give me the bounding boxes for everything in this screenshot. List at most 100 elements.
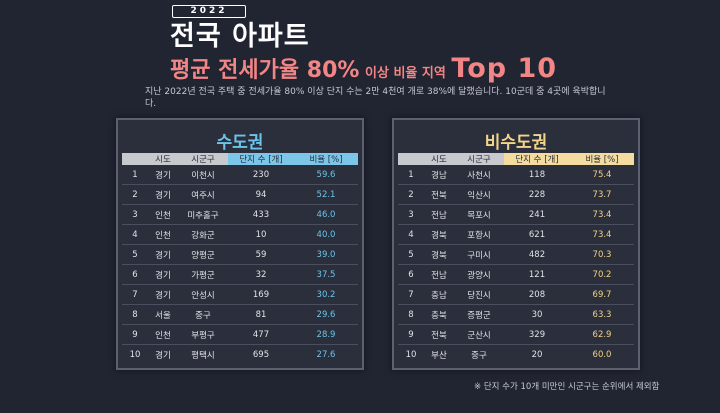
rank-cell: 7 (398, 284, 424, 305)
rank-cell: 6 (122, 264, 148, 285)
capital-panel: 수도권 시도 시군구 단지 수 [개] 비율 [%] 1 경기 이천시 230 59.6… (116, 118, 364, 370)
sido-cell: 경기 (148, 184, 178, 205)
table-row: 10 부산 중구 20 60.0 (398, 344, 634, 364)
table-row: 2 전북 익산시 228 73.7 (398, 184, 634, 205)
sigungu-cell: 중구 (454, 344, 504, 364)
sido-cell: 서울 (148, 304, 178, 325)
header-sido: 시도 (148, 153, 178, 165)
count-cell: 118 (528, 169, 546, 180)
capital-table-body: 1 경기 이천시 230 59.6 2 경기 여주시 94 52.1 3 인천 미추홀구 433 46.0 4… (122, 165, 358, 364)
table-row: 3 인천 미추홀구 433 46.0 (122, 204, 358, 225)
rank-cell: 10 (398, 344, 424, 364)
count-cell: 10 (228, 224, 294, 245)
sigungu-cell: 당진시 (454, 284, 504, 305)
count-cell: 230 (252, 169, 270, 180)
sigungu-cell: 중구 (178, 304, 228, 325)
table-row: 5 경기 양평군 59 39.0 (122, 244, 358, 265)
rate-cell: 75.4 (592, 169, 612, 180)
noncapital-table: 시도 시군구 단지 수 [개] 비율 [%] 1 경남 사천시 118 75.4 2 전북 익… (398, 153, 634, 364)
description-text: 지난 2022년 전국 주택 중 전세가율 80% 이상 단지 수는 2만 4천… (145, 87, 606, 109)
sido-cell: 인천 (148, 324, 178, 345)
sigungu-cell: 양평군 (178, 244, 228, 265)
rank-cell: 7 (122, 284, 148, 305)
sigungu-cell: 강화군 (178, 224, 228, 245)
rate-cell: 62.9 (570, 324, 634, 345)
sigungu-cell: 여주시 (178, 184, 228, 205)
table-row: 3 전남 목포시 241 73.4 (398, 204, 634, 225)
sigungu-cell: 평택시 (178, 344, 228, 364)
header-sido: 시도 (424, 153, 454, 165)
subtitle-part-c: Top 10 (451, 53, 558, 84)
subtitle-part-b: 이상 비율 지역 (365, 66, 446, 81)
capital-table: 시도 시군구 단지 수 [개] 비율 [%] 1 경기 이천시 230 59.6 2 경기 여… (122, 153, 358, 364)
rate-cell: 37.5 (294, 264, 358, 285)
table-row: 9 전북 군산시 329 62.9 (398, 324, 634, 345)
header-count: 단지 수 [개] (228, 153, 294, 165)
sido-cell: 경기 (148, 344, 178, 364)
sigungu-cell: 사천시 (467, 170, 491, 181)
sigungu-cell: 안성시 (178, 284, 228, 305)
table-row: 10 경기 평택시 695 27.6 (122, 344, 358, 364)
table-row: 6 전남 광양시 121 70.2 (398, 264, 634, 285)
sido-cell: 인천 (148, 204, 178, 225)
sigungu-cell: 미추홀구 (178, 204, 228, 225)
count-cell: 329 (504, 324, 570, 345)
count-cell: 208 (504, 284, 570, 305)
rate-cell: 73.7 (570, 184, 634, 205)
table-row: 2 경기 여주시 94 52.1 (122, 184, 358, 205)
header-sigungu: 시군구 (178, 153, 228, 165)
rate-cell: 69.7 (570, 284, 634, 305)
sigungu-cell: 목포시 (454, 204, 504, 225)
sido-cell: 경남 (431, 170, 447, 181)
sido-cell: 경기 (148, 244, 178, 265)
rate-cell: 52.1 (294, 184, 358, 205)
rank-cell: 2 (398, 184, 424, 205)
table-row: 1 경기 이천시 230 59.6 (122, 165, 358, 185)
rate-cell: 73.4 (570, 224, 634, 245)
header-rank (398, 153, 424, 165)
rate-cell: 29.6 (294, 304, 358, 325)
count-cell: 241 (504, 204, 570, 225)
noncapital-panel-title: 비수도권 (484, 133, 548, 153)
rank-cell: 10 (122, 344, 148, 364)
rate-cell: 40.0 (294, 224, 358, 245)
table-row: 1 경남 사천시 118 75.4 (398, 165, 634, 185)
rate-cell: 39.0 (294, 244, 358, 265)
rank-cell: 9 (122, 324, 148, 345)
sido-cell: 경기 (148, 284, 178, 305)
capital-panel-title: 수도권 (216, 133, 264, 153)
rate-cell: 28.9 (294, 324, 358, 345)
table-row: 6 경기 가평군 32 37.5 (122, 264, 358, 285)
count-cell: 228 (504, 184, 570, 205)
sigungu-cell: 포항시 (454, 224, 504, 245)
sido-cell: 경기 (148, 264, 178, 285)
sigungu-cell: 이천시 (191, 170, 215, 181)
rank-cell: 2 (122, 184, 148, 205)
noncapital-table-body: 1 경남 사천시 118 75.4 2 전북 익산시 228 73.7 3 전남 목포시 241 73.4 4… (398, 165, 634, 364)
table-row: 7 경기 안성시 169 30.2 (122, 284, 358, 305)
rank-cell: 8 (122, 304, 148, 325)
sido-cell: 경북 (424, 244, 454, 265)
sigungu-cell: 증평군 (454, 304, 504, 325)
rate-cell: 27.6 (294, 344, 358, 364)
rank-cell: 1 (408, 169, 414, 180)
count-cell: 32 (228, 264, 294, 285)
count-cell: 20 (504, 344, 570, 364)
sido-cell: 경북 (424, 224, 454, 245)
table-row: 4 경북 포항시 621 73.4 (398, 224, 634, 245)
rate-cell: 30.2 (294, 284, 358, 305)
rate-cell: 70.3 (570, 244, 634, 265)
table-row: 9 인천 부평구 477 28.9 (122, 324, 358, 345)
sigungu-cell: 부평구 (178, 324, 228, 345)
header-rate: 비율 [%] (294, 153, 358, 165)
rank-cell: 5 (122, 244, 148, 265)
count-cell: 59 (228, 244, 294, 265)
sigungu-cell: 구미시 (454, 244, 504, 265)
sigungu-cell: 가평군 (178, 264, 228, 285)
sido-cell: 전북 (424, 184, 454, 205)
year-badge: 2022 (172, 5, 246, 18)
header-rate: 비율 [%] (570, 153, 634, 165)
sigungu-cell: 익산시 (454, 184, 504, 205)
sido-cell: 부산 (424, 344, 454, 364)
sido-cell: 전북 (424, 324, 454, 345)
